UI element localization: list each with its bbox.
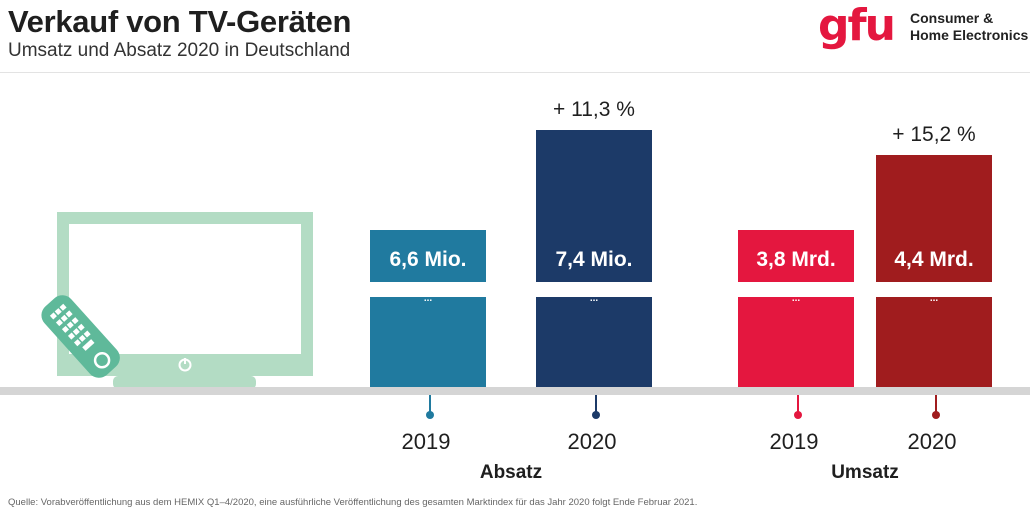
year-label: 2020 (908, 429, 957, 454)
bar-upper-segment (876, 155, 992, 282)
pin-dot (592, 411, 600, 419)
pin-dot (932, 411, 940, 419)
group-label-absatz: Absatz (480, 462, 542, 483)
tv-illustration (41, 212, 313, 389)
bar-lower-segment (738, 297, 854, 387)
bar-umsatz-2020: ... 4,4 Mrd. + 15,2 % 2020 (876, 123, 992, 454)
logo-mark: gfu (818, 0, 896, 51)
tv-stand (113, 376, 256, 389)
year-label: 2020 (568, 429, 617, 454)
bar-value-label: 3,8 Mrd. (756, 248, 835, 271)
axis-break-marker: ... (424, 293, 433, 304)
bar-absatz-2020: ... 7,4 Mio. + 11,3 % 2020 (536, 98, 652, 454)
year-label: 2019 (770, 429, 819, 454)
header-divider (0, 72, 1030, 73)
tv-bottom-bar (57, 354, 313, 376)
bar-upper-segment (536, 130, 652, 282)
bar-lower-segment (876, 297, 992, 387)
bar-lower-segment (536, 297, 652, 387)
remote-control-icon (41, 295, 120, 378)
change-label: + 15,2 % (892, 123, 975, 146)
axis-break-marker: ... (590, 293, 599, 304)
bar-upper-segment (738, 230, 854, 282)
logo-line-1: Consumer & (910, 10, 994, 26)
chart-subtitle: Umsatz und Absatz 2020 in Deutschland (8, 40, 351, 61)
year-label: 2019 (402, 429, 451, 454)
bar-value-label: 4,4 Mrd. (894, 248, 973, 271)
source-note: Quelle: Vorabveröffentlichung aus dem HE… (8, 497, 698, 508)
pin-dot (794, 411, 802, 419)
bar-absatz-2019: ... 6,6 Mio. 2019 (370, 230, 486, 454)
logo-line-2: Home Electronics (910, 27, 1029, 43)
bar-umsatz-2019: ... 3,8 Mrd. 2019 (738, 230, 854, 454)
change-label: + 11,3 % (553, 98, 635, 121)
chart-title: Verkauf von TV-Geräten (8, 4, 352, 39)
bar-value-label: 6,6 Mio. (389, 248, 466, 271)
bars-layer: ... 6,6 Mio. 2019... 7,4 Mio. + 11,3 % 2020 Ab… (370, 98, 992, 483)
group-label-umsatz: Umsatz (831, 462, 899, 483)
bar-upper-segment (370, 230, 486, 282)
axis-break-marker: ... (930, 293, 939, 304)
logo-text: Consumer & Home Electronics (910, 10, 1028, 44)
pin-dot (426, 411, 434, 419)
bar-value-label: 7,4 Mio. (555, 248, 632, 271)
axis-break-marker: ... (792, 293, 801, 304)
bar-lower-segment (370, 297, 486, 387)
